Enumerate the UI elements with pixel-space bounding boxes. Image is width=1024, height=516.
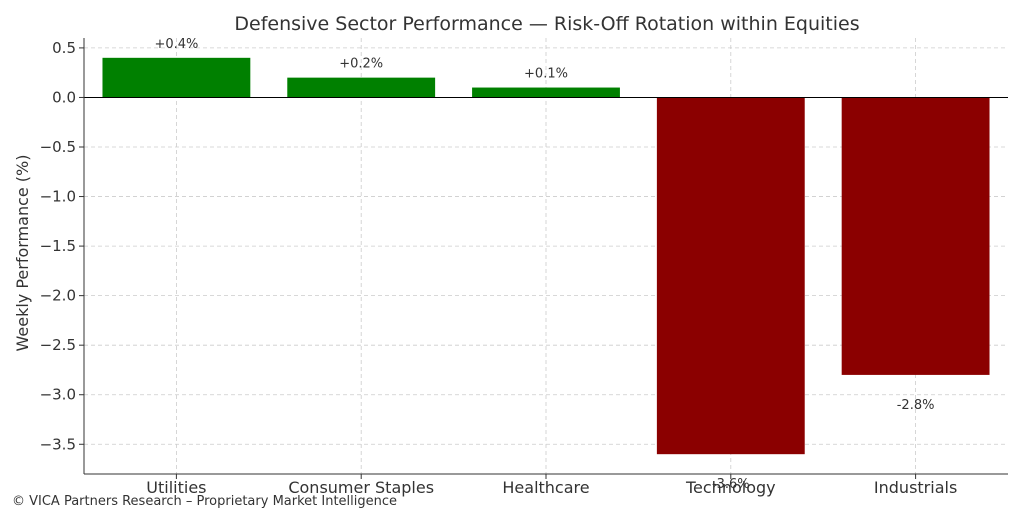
axes	[79, 38, 1008, 479]
x-tick-label: Technology	[685, 478, 776, 497]
y-tick-label: −0.5	[40, 138, 76, 156]
bar-industrials	[841, 97, 990, 375]
y-tick-label: 0.5	[52, 39, 76, 57]
data-label: -3.6%	[712, 477, 750, 492]
x-tick-label: Consumer Staples	[288, 478, 434, 497]
y-tick-label: −3.5	[40, 435, 76, 453]
chart-title: Defensive Sector Performance — Risk-Off …	[234, 13, 859, 35]
x-tick-label: Healthcare	[502, 478, 589, 497]
bars	[102, 57, 990, 455]
copyright-footer: © VICA Partners Research – Proprietary M…	[12, 494, 398, 509]
x-tick-label: Industrials	[874, 478, 957, 497]
y-tick-label: −1.0	[40, 188, 76, 206]
data-label: -2.8%	[897, 398, 935, 413]
y-tick-label: −2.5	[40, 336, 76, 354]
data-label: +0.4%	[154, 37, 198, 52]
y-tick-label: −2.0	[40, 287, 76, 305]
bar-technology	[656, 97, 805, 455]
data-label: +0.2%	[339, 57, 383, 72]
data-label: +0.1%	[524, 67, 568, 82]
bar-healthcare	[472, 87, 620, 98]
y-tick-label: 0.0	[52, 88, 76, 106]
labels: 0.5 0.0 −0.5 −1.0 −1.5 −2.0 −2.5 −3.0 −3.5 Utilit…	[40, 37, 958, 497]
bar-utilities	[102, 57, 251, 98]
y-axis-label: Weekly Performance (%)	[13, 155, 32, 352]
bar-consumer-staples	[287, 77, 436, 98]
y-tick-label: −1.5	[40, 237, 76, 255]
y-tick-label: −3.0	[40, 386, 76, 404]
x-tick-label: Utilities	[146, 478, 206, 497]
